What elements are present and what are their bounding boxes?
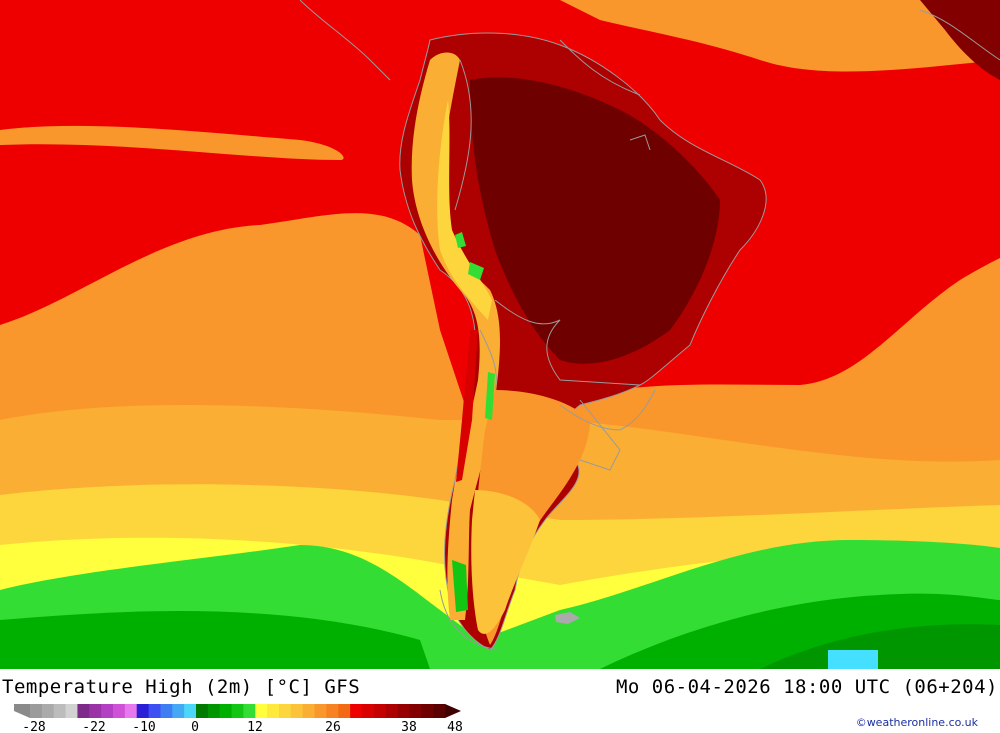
scale-arrow-right xyxy=(445,704,461,718)
map-title: Temperature High (2m) [°C] GFS xyxy=(2,676,361,698)
scale-label-38: 38 xyxy=(401,720,417,733)
andes-green-mid xyxy=(468,262,484,280)
scale-label-minus-22: -22 xyxy=(82,720,105,733)
scale-swatch xyxy=(184,704,197,718)
scale-swatch xyxy=(30,704,43,718)
scale-swatch xyxy=(385,704,399,718)
scale-label-minus-28: -28 xyxy=(22,720,45,733)
scale-swatch xyxy=(290,704,304,718)
scale-swatch xyxy=(243,704,256,718)
band-green-mid xyxy=(0,611,430,669)
andes-yellow xyxy=(437,100,492,320)
scale-swatch xyxy=(148,704,161,718)
scale-swatch xyxy=(338,704,351,718)
scale-swatch xyxy=(113,704,126,718)
scale-swatch xyxy=(124,704,138,718)
andes-green-north xyxy=(455,232,466,248)
scale-swatch xyxy=(255,704,268,718)
scale-swatch xyxy=(41,704,55,718)
band-orange-north xyxy=(560,0,1000,72)
country-borders xyxy=(299,0,1000,651)
dark-red-caribbean xyxy=(920,0,1000,80)
scale-swatch xyxy=(207,704,221,718)
scale-swatch xyxy=(326,704,339,718)
scale-swatch xyxy=(433,704,446,718)
scale-label-26: 26 xyxy=(325,720,341,733)
band-green-dark xyxy=(760,624,1000,669)
patagonia-green xyxy=(452,560,468,612)
scale-swatch xyxy=(314,704,327,718)
scale-swatch xyxy=(53,704,67,718)
scale-swatch xyxy=(172,704,185,718)
scale-swatch xyxy=(101,704,114,718)
scale-label-12: 12 xyxy=(247,720,263,733)
cold-patch xyxy=(828,650,878,669)
scale-swatch xyxy=(421,704,434,718)
chile-coast-red xyxy=(456,330,478,482)
scale-swatch xyxy=(196,704,209,718)
credit-text: ©weatheronline.co.uk xyxy=(855,716,978,729)
patagonia-light xyxy=(471,490,540,634)
scale-swatch xyxy=(302,704,316,718)
andes-orange xyxy=(411,52,500,620)
scale-swatch xyxy=(373,704,387,718)
falkland-islands xyxy=(555,612,580,624)
scale-swatch xyxy=(136,704,150,718)
scale-label-minus-10: -10 xyxy=(132,720,155,733)
color-scale-swatches xyxy=(30,704,446,718)
scale-swatch xyxy=(65,704,78,718)
scale-swatch xyxy=(219,704,233,718)
amazon-darkred xyxy=(470,77,720,364)
scale-label-48: 48 xyxy=(447,720,463,733)
scale-swatch xyxy=(89,704,102,718)
scale-swatch xyxy=(77,704,90,718)
scale-swatch xyxy=(409,704,422,718)
scale-swatch xyxy=(231,704,244,718)
scale-swatch xyxy=(160,704,173,718)
color-scale-legend: -28 -22 -10 0 12 26 38 48 xyxy=(14,704,463,733)
band-orange-pacific-north xyxy=(0,125,344,160)
scale-swatch xyxy=(279,704,292,718)
scale-swatch xyxy=(362,704,375,718)
scale-swatch xyxy=(267,704,280,718)
scale-swatch xyxy=(350,704,363,718)
temperature-map xyxy=(0,0,1000,669)
forecast-datetime: Mo 06-04-2026 18:00 UTC (06+204) xyxy=(615,676,998,698)
scale-arrow-left xyxy=(14,704,30,718)
andes-green-south xyxy=(485,372,495,420)
scale-label-0: 0 xyxy=(191,720,199,733)
scale-swatch xyxy=(397,704,410,718)
